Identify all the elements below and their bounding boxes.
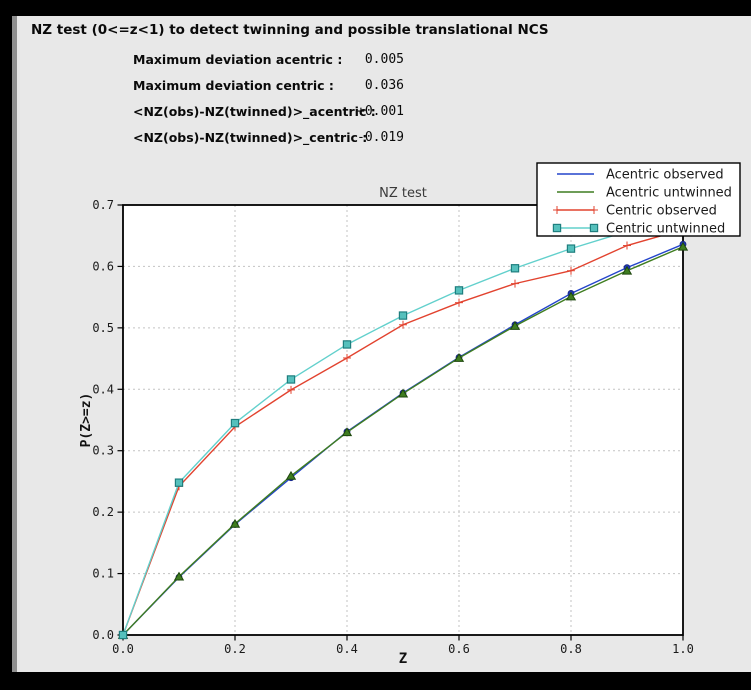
data-point-square bbox=[342, 340, 352, 349]
data-point-square bbox=[398, 311, 408, 320]
legend-item: Acentric observed bbox=[557, 168, 724, 183]
data-point-square bbox=[454, 286, 464, 295]
series-centric-untwinned bbox=[118, 211, 688, 640]
data-point-square bbox=[566, 244, 576, 253]
y-tick-label: 0.7 bbox=[92, 198, 114, 212]
legend-item-label: Acentric untwinned bbox=[606, 186, 732, 201]
legend-item-label: Centric observed bbox=[606, 204, 717, 219]
x-tick-label: 0.6 bbox=[448, 642, 470, 656]
x-axis-label: Z bbox=[399, 651, 407, 667]
data-point-triangle bbox=[677, 241, 689, 251]
legend-item-label: Centric untwinned bbox=[606, 222, 725, 237]
data-point-triangle bbox=[453, 352, 465, 362]
legend-item: Acentric untwinned bbox=[557, 186, 732, 201]
data-point-triangle bbox=[509, 321, 521, 330]
data-point-square bbox=[589, 223, 599, 233]
data-point-square bbox=[174, 478, 184, 487]
data-point-triangle bbox=[397, 388, 409, 398]
x-tick-label: 0.8 bbox=[560, 642, 582, 656]
data-point-triangle bbox=[341, 427, 353, 437]
data-point-triangle bbox=[621, 265, 633, 275]
data-point-triangle bbox=[285, 470, 297, 480]
y-tick-label: 0.0 bbox=[92, 628, 114, 642]
x-tick-label: 1.0 bbox=[672, 642, 694, 656]
plot-area bbox=[123, 205, 683, 635]
y-tick-label: 0.5 bbox=[92, 321, 114, 335]
x-tick-label: 0.4 bbox=[336, 642, 358, 656]
y-tick-label: 0.6 bbox=[92, 259, 114, 273]
y-tick-label: 0.3 bbox=[92, 444, 114, 458]
gridlines bbox=[123, 205, 683, 635]
data-point-triangle bbox=[229, 518, 241, 528]
axis-ticks bbox=[117, 204, 684, 641]
stat-value-max-dev-acentric: 0.005 bbox=[364, 52, 404, 67]
legend-item: Centric untwinned bbox=[552, 222, 725, 237]
x-tick-label: 0.0 bbox=[112, 642, 134, 656]
stat-label-mean-dev-acentric: <NZ(obs)-NZ(twinned)>_acentric : bbox=[133, 104, 376, 119]
legend-box bbox=[536, 162, 741, 237]
y-tick-label: 0.2 bbox=[92, 505, 114, 519]
data-point-triangle bbox=[173, 571, 185, 581]
legend: Acentric observed Acentric untwinned Centr… bbox=[536, 162, 741, 237]
legend-item-label: Acentric observed bbox=[606, 168, 724, 183]
stat-value-mean-dev-centric: -0.019 bbox=[357, 130, 404, 145]
y-tick-label: 0.1 bbox=[92, 567, 114, 581]
stat-value-max-dev-centric: 0.036 bbox=[364, 78, 404, 93]
report-panel: NZ test (0<=z<1) to detect twinning and … bbox=[12, 16, 751, 672]
plot-title: NZ test bbox=[379, 186, 427, 201]
y-axis-label: P(Z>=z) bbox=[79, 393, 94, 448]
data-point-square bbox=[286, 375, 296, 384]
section-title: NZ test (0<=z<1) to detect twinning and … bbox=[31, 22, 549, 38]
nz-plot: 0.0 0.1 0.2 0.3 0.4 0.5 0.6 0.7 0.0 0.2 0.4 0.6 0.8 1… bbox=[79, 162, 741, 667]
stat-label-max-dev-acentric: Maximum deviation acentric : bbox=[133, 52, 343, 67]
plot-frame bbox=[122, 204, 684, 636]
stat-label-mean-dev-centric: <NZ(obs)-NZ(twinned)>_centric : bbox=[133, 130, 368, 145]
stat-label-max-dev-centric: Maximum deviation centric : bbox=[133, 78, 334, 93]
tick-labels: 0.0 0.1 0.2 0.3 0.4 0.5 0.6 0.7 0.0 0.2 0.4 0.6 0.8 1… bbox=[92, 198, 694, 656]
legend-item: Centric observed bbox=[553, 204, 717, 219]
x-tick-label: 0.2 bbox=[224, 642, 246, 656]
data-point-triangle bbox=[565, 291, 577, 301]
stat-value-mean-dev-acentric: +0.001 bbox=[357, 104, 404, 119]
data-point-square bbox=[510, 264, 520, 273]
data-point-square bbox=[230, 418, 240, 428]
data-point-square bbox=[118, 630, 128, 640]
data-point-square bbox=[552, 223, 562, 233]
y-tick-label: 0.4 bbox=[92, 382, 114, 396]
